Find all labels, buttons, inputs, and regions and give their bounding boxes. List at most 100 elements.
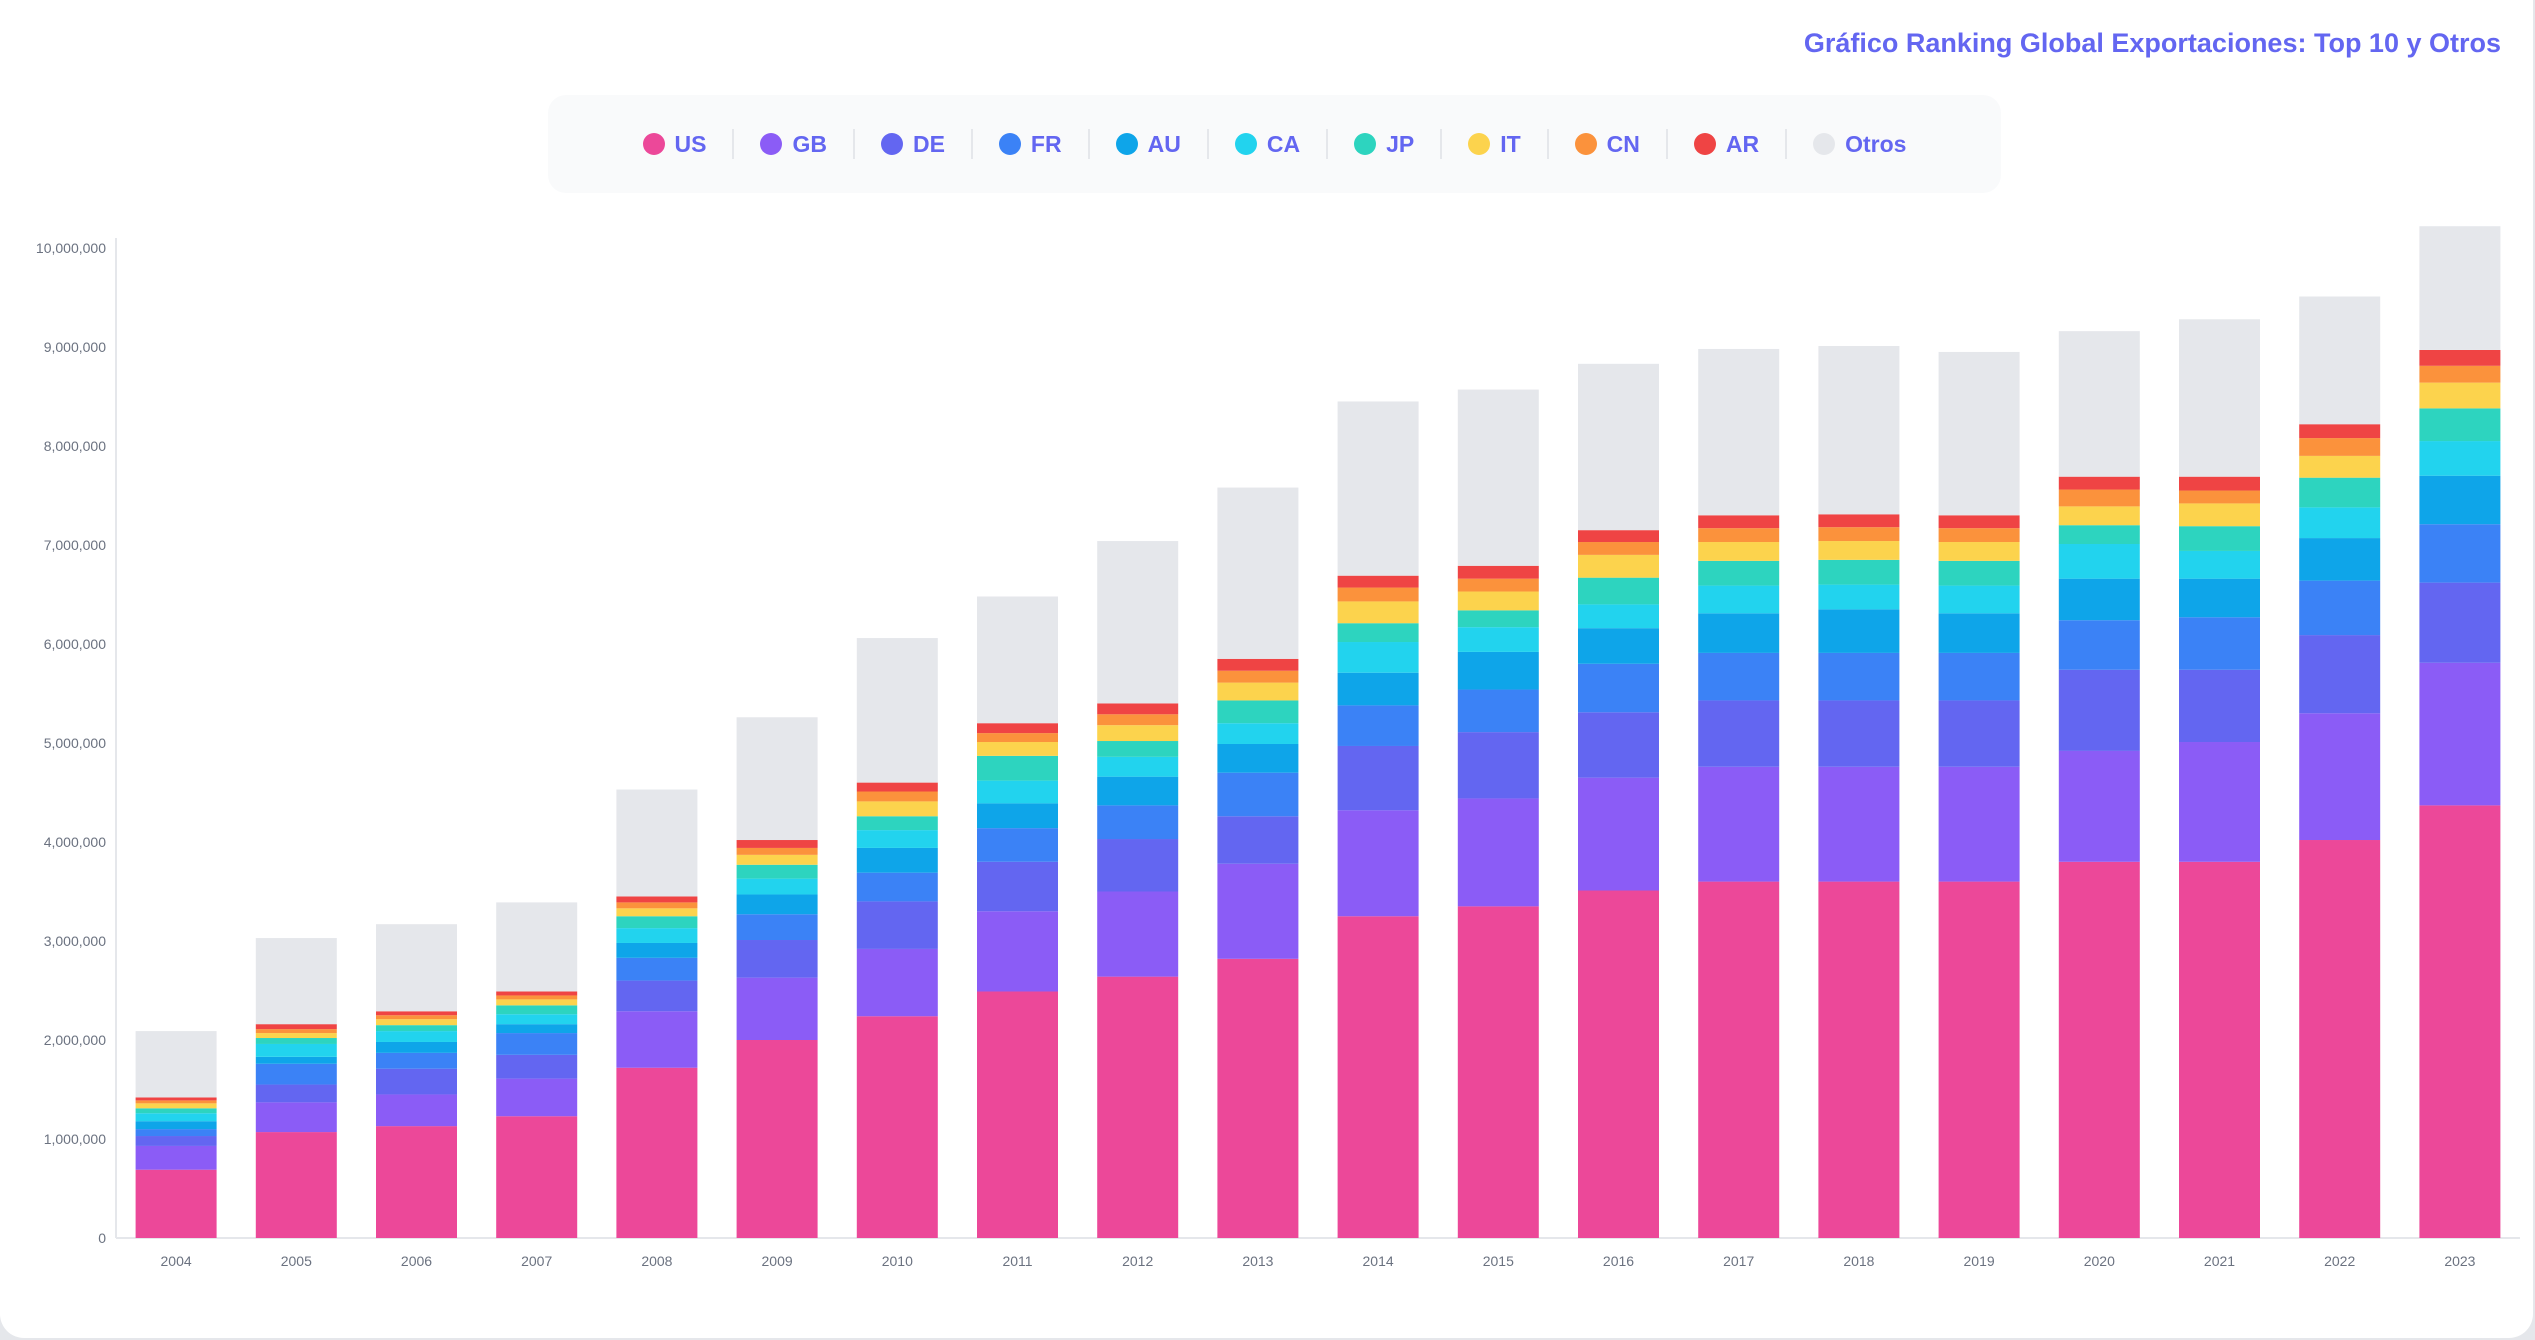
bar-segment-fr-2021 (2179, 617, 2260, 670)
legend-swatch (1693, 133, 1716, 155)
bar-segment-au-2019 (1938, 613, 2020, 653)
bar-segment-ar-2013 (1217, 658, 1299, 671)
bar-segment-jp-2010 (856, 816, 938, 831)
bar-segment-gb-2021 (2179, 742, 2260, 862)
bar-segment-cn-2013 (1217, 670, 1299, 683)
bar-segment-us-2006 (376, 1126, 457, 1238)
legend-swatch (1468, 133, 1491, 155)
legend-item-ca[interactable]: CA (1206, 129, 1326, 159)
x-tick-label: 2006 (401, 1253, 432, 1269)
bar-segment-us-2007 (496, 1116, 578, 1238)
legend-label: AU (1147, 130, 1181, 157)
bar-segment-fr-2016 (1578, 663, 1659, 713)
bar-segment-fr-2010 (856, 872, 938, 902)
bar-segment-gb-2016 (1578, 777, 1659, 891)
legend-item-fr[interactable]: FR (970, 129, 1088, 159)
bar-segment-gb-2006 (376, 1094, 457, 1127)
bar-segment-ar-2008 (616, 896, 698, 903)
bar-segment-it-2006 (376, 1019, 457, 1026)
legend-label: Otros (1845, 130, 1907, 157)
x-tick-label: 2008 (641, 1253, 672, 1269)
bar-segment-us-2015 (1457, 906, 1539, 1238)
y-tick-label: 4,000,000 (44, 834, 106, 850)
bar-segment-ca-2012 (1097, 756, 1179, 777)
bar-segment-ar-2010 (856, 782, 938, 792)
bar-segment-otros-2019 (1938, 351, 2020, 516)
bar-segment-au-2013 (1217, 743, 1299, 773)
bar-segment-de-2006 (376, 1068, 457, 1095)
bar-segment-cn-2021 (2179, 490, 2260, 504)
legend-item-us[interactable]: US (617, 129, 733, 159)
bar-segment-us-2020 (2058, 861, 2140, 1238)
bar-segment-de-2008 (616, 980, 698, 1012)
bar-segment-cn-2012 (1097, 714, 1179, 726)
bar-segment-jp-2014 (1337, 623, 1419, 643)
bar-segment-fr-2020 (2058, 620, 2140, 670)
legend-item-ar[interactable]: AR (1665, 129, 1785, 159)
legend-item-gb[interactable]: GB (732, 129, 853, 159)
bar-segment-fr-2018 (1818, 652, 1900, 701)
x-tick-label: 2012 (1122, 1253, 1153, 1269)
legend-item-otros[interactable]: Otros (1785, 129, 1932, 159)
bar-segment-au-2004 (135, 1121, 217, 1130)
bar-segment-jp-2008 (616, 916, 698, 929)
bar-segment-cn-2008 (616, 902, 698, 909)
bar-segment-au-2015 (1457, 651, 1539, 690)
bar-segment-otros-2012 (1097, 541, 1179, 704)
bar-segment-ca-2010 (856, 830, 938, 848)
bar-segment-au-2007 (496, 1024, 578, 1034)
bar-segment-ar-2012 (1097, 703, 1179, 715)
bar-segment-us-2017 (1698, 881, 1780, 1238)
bar-segment-jp-2017 (1698, 560, 1780, 586)
bar-segment-de-2017 (1698, 700, 1780, 767)
y-tick-label: 9,000,000 (44, 339, 106, 355)
y-tick-label: 1,000,000 (44, 1131, 106, 1147)
legend-label: CA (1266, 130, 1301, 157)
legend-item-de[interactable]: DE (852, 129, 971, 159)
x-tick-label: 2016 (1603, 1253, 1634, 1269)
bar-segment-jp-2013 (1217, 700, 1299, 724)
bar-segment-otros-2014 (1337, 401, 1419, 576)
bar-segment-de-2021 (2179, 669, 2260, 743)
bar-segment-de-2023 (2419, 582, 2501, 663)
bar-segment-jp-2020 (2058, 525, 2140, 545)
legend-swatch (1354, 133, 1377, 155)
x-tick-label: 2010 (882, 1253, 913, 1269)
legend-label: JP (1386, 130, 1415, 157)
bar-segment-au-2014 (1337, 672, 1419, 706)
x-tick-label: 2021 (2204, 1253, 2235, 1269)
bar-segment-fr-2014 (1337, 705, 1419, 746)
bar-segment-ca-2015 (1457, 627, 1539, 652)
bar-segment-gb-2011 (977, 911, 1058, 992)
legend-item-cn[interactable]: CN (1546, 129, 1666, 159)
bar-segment-gb-2023 (2419, 662, 2501, 806)
bar-segment-fr-2015 (1457, 689, 1539, 733)
x-tick-label: 2009 (762, 1253, 793, 1269)
bar-segment-au-2018 (1818, 609, 1900, 653)
legend-item-au[interactable]: AU (1087, 129, 1207, 159)
bar-segment-it-2015 (1457, 591, 1539, 611)
bar-segment-ar-2009 (736, 840, 818, 848)
legend-item-it[interactable]: IT (1440, 129, 1546, 159)
bar-segment-de-2015 (1457, 732, 1539, 799)
x-tick-label: 2022 (2324, 1253, 2355, 1269)
y-tick-label: 2,000,000 (44, 1032, 106, 1048)
bar-segment-us-2012 (1097, 976, 1179, 1238)
bar-segment-otros-2021 (2179, 319, 2260, 477)
legend-label: IT (1500, 130, 1521, 157)
chart-title: Gráfico Ranking Global Exportaciones: To… (1803, 28, 2501, 58)
legend-item-jp[interactable]: JP (1326, 129, 1440, 159)
bar-segment-us-2023 (2419, 805, 2501, 1238)
x-tick-label: 2011 (1002, 1253, 1032, 1269)
bar-segment-ar-2005 (255, 1024, 337, 1030)
bar-segment-cn-2011 (977, 733, 1058, 743)
bar-segment-ca-2017 (1698, 585, 1780, 614)
bar-segment-ar-2007 (496, 991, 578, 996)
bar-segment-it-2007 (496, 999, 578, 1006)
bar-segment-jp-2011 (977, 755, 1058, 781)
bar-segment-gb-2008 (616, 1011, 698, 1068)
bar-segment-de-2013 (1217, 816, 1299, 864)
bar-segment-otros-2010 (856, 638, 938, 783)
bar-segment-gb-2022 (2299, 713, 2381, 841)
